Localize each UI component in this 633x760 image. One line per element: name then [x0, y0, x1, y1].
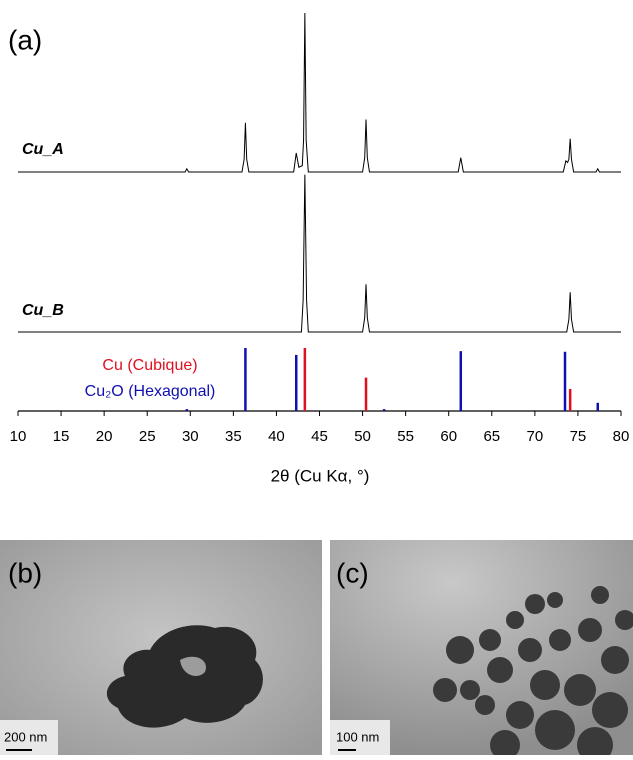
particles: [433, 586, 633, 760]
particle: [106, 625, 263, 728]
x-tick-label: 20: [96, 428, 113, 445]
x-tick-label: 75: [570, 428, 587, 445]
xrd-pattern: [18, 12, 621, 173]
x-tick-label: 35: [225, 428, 242, 445]
tem-image: [330, 540, 633, 755]
panel-label: (a): [8, 24, 42, 55]
particle-hole: [180, 656, 206, 676]
scale-label: 100 nm: [336, 729, 379, 744]
x-tick-label: 80: [613, 428, 630, 445]
series-label: Cu_B: [22, 302, 64, 319]
x-tick-label: 45: [311, 428, 328, 445]
reference-label: Cu (Cubique): [102, 357, 197, 374]
x-tick-label: 25: [139, 428, 156, 445]
x-tick-label: 40: [268, 428, 285, 445]
panel-label: (b): [8, 557, 42, 588]
x-tick-label: 70: [527, 428, 544, 445]
x-tick-label: 10: [10, 428, 27, 445]
x-tick-label: 15: [53, 428, 70, 445]
x-tick-label: 65: [483, 428, 500, 445]
panel-label: (c): [336, 557, 369, 588]
reference-label: Cu₂O (Hexagonal): [85, 383, 216, 400]
xrd-pattern: [18, 174, 621, 333]
x-tick-label: 60: [440, 428, 457, 445]
scale-label: 200 nm: [4, 729, 47, 744]
x-tick-label: 55: [397, 428, 414, 445]
xrd-chart: (a) 2θ (Cu Kα, °) 10 15 20 25 30 35 40 45 50 55 60…: [8, 12, 630, 485]
x-tick-label: 30: [182, 428, 199, 445]
tem-panel-c: [330, 540, 633, 760]
x-axis-label: 2θ (Cu Kα, °): [271, 466, 370, 485]
series-label: Cu_A: [22, 141, 64, 158]
x-tick-label: 50: [354, 428, 371, 445]
tem-panel-b: [0, 540, 322, 755]
